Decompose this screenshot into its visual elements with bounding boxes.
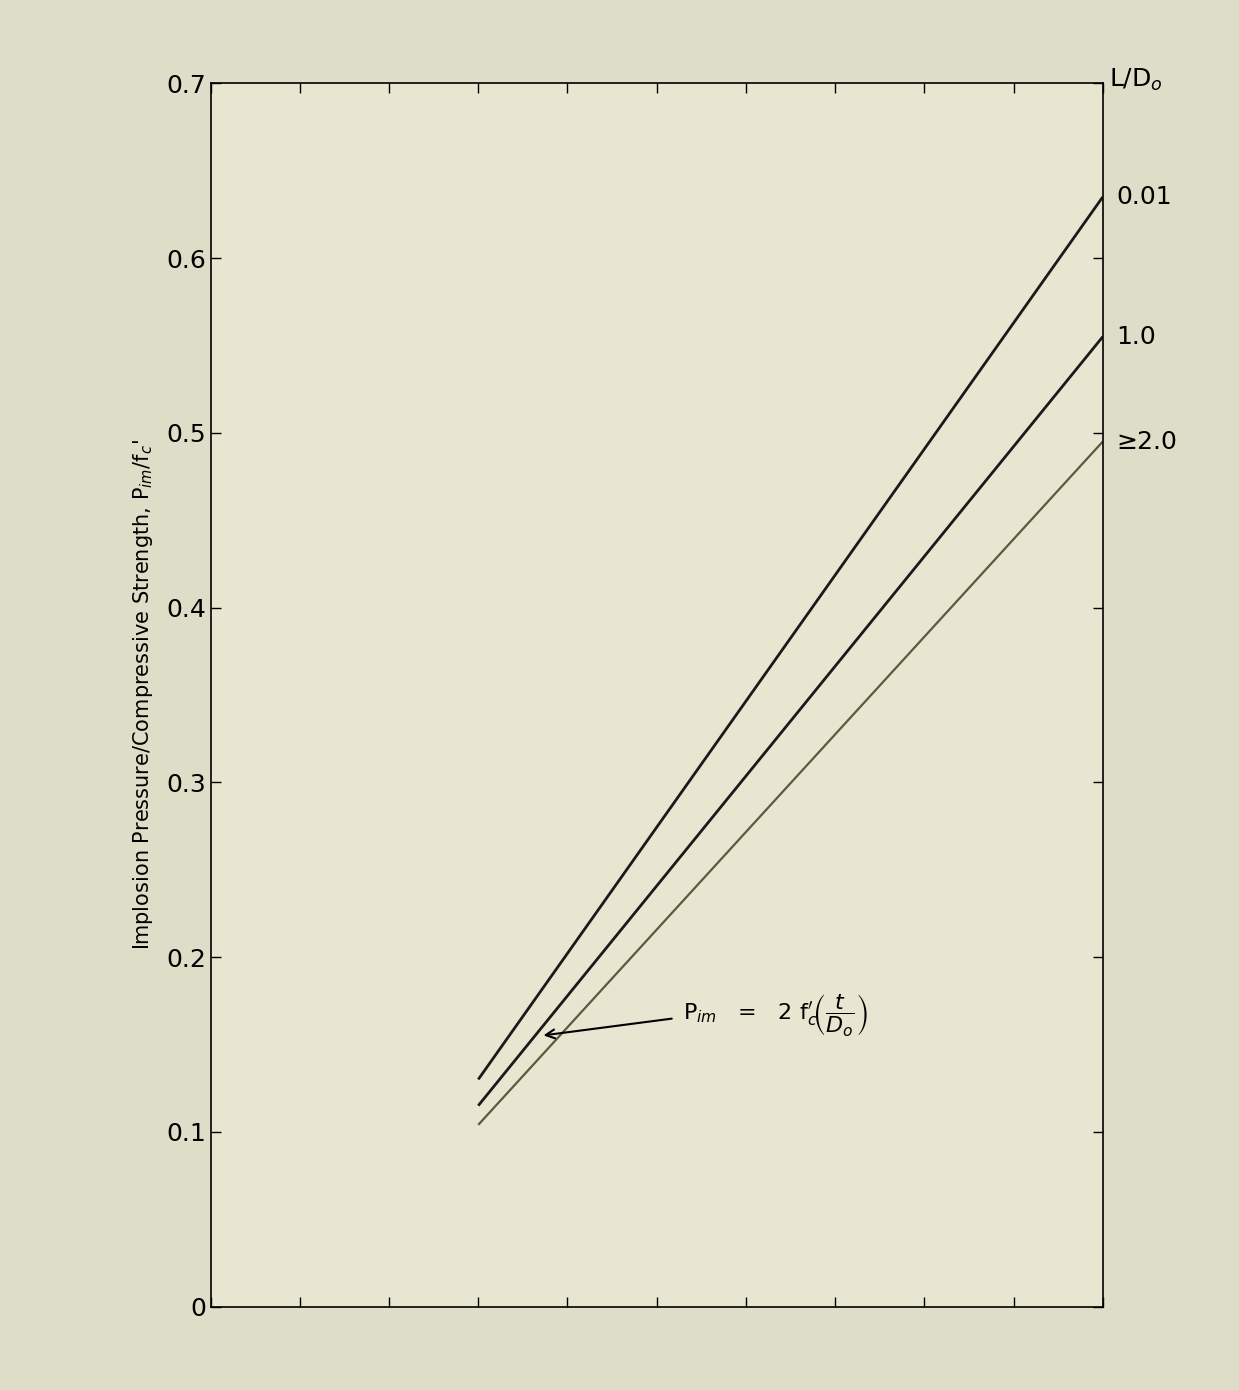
Y-axis label: Implosion Pressure/Compressive Strength, P$_{im}$/f$_c$': Implosion Pressure/Compressive Strength,… — [131, 439, 155, 951]
Text: P$_{im}$   =   2 f$_c'$$\!\left(\dfrac{t}{D_o}\right)$: P$_{im}$ = 2 f$_c'$$\!\left(\dfrac{t}{D_… — [684, 992, 869, 1038]
Text: 1.0: 1.0 — [1116, 325, 1156, 349]
Text: L/D$_o$: L/D$_o$ — [1109, 67, 1162, 93]
Text: 0.01: 0.01 — [1116, 185, 1172, 208]
Text: ≥2.0: ≥2.0 — [1116, 430, 1177, 453]
